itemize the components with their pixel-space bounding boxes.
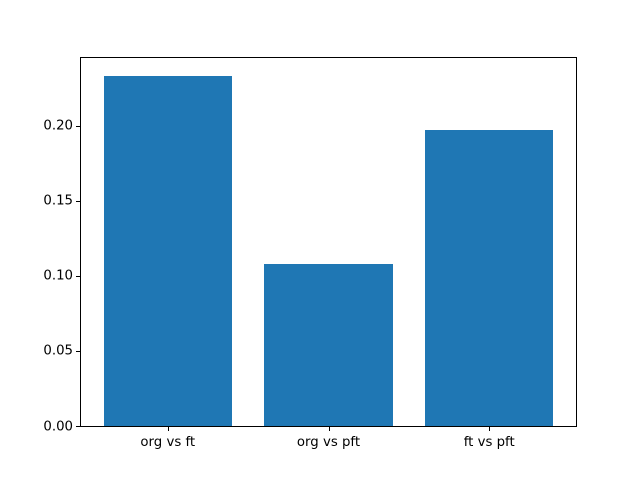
y-tick-label: 0.10 <box>43 268 73 284</box>
y-tick-mark <box>76 200 80 202</box>
x-tick-mark <box>489 427 491 431</box>
y-tick-label: 0.00 <box>43 418 73 434</box>
x-tick-mark <box>167 427 169 431</box>
bar-org-vs-pft <box>264 263 393 426</box>
bar-org-vs-ft <box>103 76 233 426</box>
y-tick-mark <box>76 350 80 352</box>
y-tick-label: 0.05 <box>43 343 73 359</box>
x-tick-label-org-vs-pft: org vs pft <box>296 435 361 450</box>
y-tick-mark <box>76 426 80 427</box>
x-tick-label-org-vs-ft: org vs ft <box>140 435 196 450</box>
y-tick-mark <box>76 275 80 277</box>
plot-area <box>80 57 577 427</box>
y-tick-label: 0.15 <box>43 193 73 209</box>
bar-ft-vs-pft <box>424 130 554 426</box>
x-tick-mark <box>328 427 330 431</box>
y-tick-mark <box>76 125 80 127</box>
x-tick-label-ft-vs-pft: ft vs pft <box>463 435 515 450</box>
y-tick-label: 0.20 <box>43 118 73 134</box>
